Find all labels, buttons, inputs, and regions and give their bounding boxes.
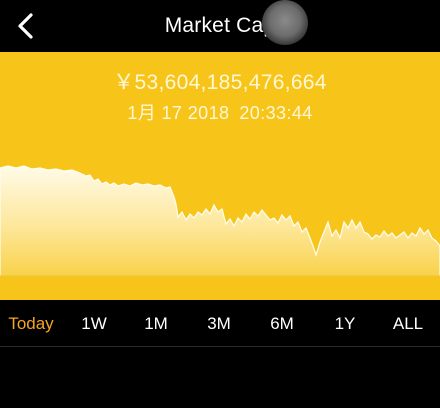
timestamp-time: 20:33:44 [239,103,313,123]
timestamp: 1月 17 2018 20:33:44 [0,99,440,125]
chevron-left-icon [18,13,33,39]
market-cap-area-chart[interactable] [0,52,440,300]
timestamp-date: 1月 17 2018 [127,103,230,123]
market-cap-value: ￥53,604,185,476,664 [113,71,327,94]
navigation-bar: Market Cap [0,0,440,52]
chart-area [0,165,440,277]
time-range-selector: Today 1W 1M 3M 6M 1Y ALL [0,300,440,347]
range-1w[interactable]: 1W [81,314,107,333]
back-button[interactable] [12,10,42,42]
chart-panel: ￥53,604,185,476,664 1月 17 2018 20:33:44 [0,52,440,300]
range-1m[interactable]: 1M [144,314,168,333]
range-all[interactable]: ALL [392,314,424,333]
assistive-touch-button[interactable] [262,0,308,46]
range-today[interactable]: Today [8,314,54,333]
range-6m[interactable]: 6M [270,314,294,333]
range-1y[interactable]: 1Y [334,314,356,333]
range-3m[interactable]: 3M [207,314,231,333]
page-title: Market Cap [164,14,276,37]
